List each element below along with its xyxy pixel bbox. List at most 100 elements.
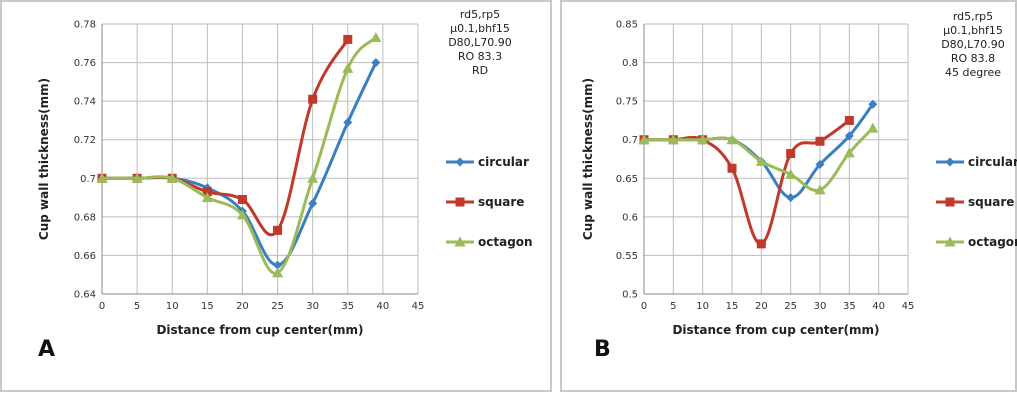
data-point-circular (786, 193, 796, 203)
series-line-circular (102, 61, 378, 267)
y-tick-label: 0.68 (74, 212, 96, 223)
data-point-circular (273, 260, 283, 270)
legend-label: octagon (968, 235, 1017, 249)
data-point-octagon (166, 172, 178, 183)
y-axis-label: Cup wall thickness(mm) (581, 78, 595, 240)
legend-label: circular (478, 155, 529, 169)
data-point-circular (868, 99, 878, 109)
y-tick-label: 0.65 (616, 174, 638, 185)
data-point-circular (815, 159, 825, 169)
data-point-square (202, 187, 212, 197)
annotation-line: µ0.1,bhf15 (450, 22, 510, 35)
data-point-octagon (131, 172, 143, 183)
series-line-octagon (102, 36, 377, 275)
x-tick-label: 25 (784, 301, 797, 312)
data-point-square (815, 136, 825, 146)
data-point-octagon (667, 134, 679, 145)
y-tick-label: 0.74 (74, 97, 96, 108)
y-axis-label: Cup wall thickness(mm) (37, 78, 51, 240)
data-point-square (343, 34, 353, 44)
x-tick-label: 0 (641, 301, 647, 312)
y-tick-label: 0.75 (616, 97, 638, 108)
x-tick-label: 40 (377, 301, 390, 312)
data-point-octagon (370, 32, 382, 42)
annotation-line: rd5,rp5 (460, 8, 500, 21)
data-point-square (308, 94, 318, 104)
x-tick-label: 5 (670, 301, 676, 312)
y-tick-label: 0.55 (616, 251, 638, 262)
legend-marker-square (945, 197, 955, 207)
data-point-octagon (638, 134, 650, 145)
chart-panel-b: 0.5 0.55 0.6 0.65 0.7 0.75 0.8 0.85 0 5 10 15 20 25 30… (560, 0, 1017, 392)
x-tick-label: 0 (99, 301, 105, 312)
y-tick-label: 0.76 (74, 58, 96, 69)
y-tick-label: 0.85 (616, 20, 638, 31)
legend-label: square (968, 195, 1014, 209)
legend-marker-square (455, 197, 465, 207)
chart-panel-a: 0.64 0.66 0.68 0.7 0.72 0.74 0.76 0.78 0 5 10 15 20 2… (0, 0, 552, 392)
x-tick-label: 20 (755, 301, 768, 312)
y-tick-label: 0.6 (622, 212, 638, 223)
x-tick-label: 15 (726, 301, 739, 312)
data-point-circular (371, 58, 381, 68)
legend-label: octagon (478, 235, 533, 249)
legend-marker-circular (455, 157, 465, 167)
annotation-line: µ0.1,bhf15 (943, 24, 1003, 37)
data-point-octagon (236, 209, 248, 220)
panel-label: B (594, 337, 611, 362)
series-line-circular (643, 103, 875, 200)
x-tick-label: 45 (902, 301, 915, 312)
x-tick-label: 10 (166, 301, 179, 312)
x-tick-label: 35 (843, 301, 856, 312)
data-point-octagon (96, 172, 108, 183)
data-point-square (786, 149, 796, 159)
y-tick-label: 0.72 (74, 135, 96, 146)
series-line-octagon (643, 127, 874, 192)
x-tick-label: 5 (134, 301, 140, 312)
x-tick-label: 45 (412, 301, 425, 312)
data-point-octagon (814, 184, 826, 195)
annotation-line: rd5,rp5 (953, 10, 993, 23)
chart-b-svg: 0.5 0.55 0.6 0.65 0.7 0.75 0.8 0.85 0 5 10 15 20 25 30… (581, 10, 1017, 362)
annotation-line: 45 degree (945, 66, 1001, 79)
data-point-octagon (307, 172, 319, 183)
data-point-square (756, 239, 766, 249)
data-point-octagon (755, 155, 767, 166)
x-tick-label: 10 (696, 301, 709, 312)
y-tick-label: 0.8 (622, 58, 638, 69)
data-point-square (727, 163, 737, 173)
legend-marker-circular (945, 157, 955, 167)
annotation-line: D80,L70.90 (448, 36, 512, 49)
data-point-circular (308, 198, 318, 208)
legend-label: square (478, 195, 524, 209)
data-point-square (273, 225, 283, 235)
data-point-octagon (726, 134, 738, 145)
data-point-octagon (272, 267, 284, 278)
data-point-octagon (201, 192, 213, 203)
data-point-square (237, 195, 247, 204)
x-tick-label: 15 (201, 301, 214, 312)
annotation-line: RO 83.3 (458, 50, 502, 63)
x-axis-label: Distance from cup center(mm) (156, 323, 363, 337)
x-tick-label: 20 (236, 301, 249, 312)
annotation-line: RD (472, 64, 488, 77)
x-tick-label: 35 (341, 301, 354, 312)
annotation-line: D80,L70.90 (941, 38, 1005, 51)
data-point-octagon (867, 122, 879, 133)
data-point-octagon (785, 168, 797, 179)
data-point-circular (844, 131, 854, 141)
x-tick-label: 40 (872, 301, 885, 312)
data-point-octagon (342, 62, 354, 73)
y-tick-label: 0.78 (74, 20, 96, 31)
y-tick-label: 0.7 (622, 135, 638, 146)
annotation-line: RO 83.8 (951, 52, 995, 65)
y-tick-label: 0.66 (74, 251, 96, 262)
x-tick-label: 30 (814, 301, 827, 312)
chart-a-svg: 0.64 0.66 0.68 0.7 0.72 0.74 0.76 0.78 0 5 10 15 20 2… (37, 8, 533, 362)
panel-label: A (38, 337, 55, 362)
x-tick-label: 30 (306, 301, 319, 312)
data-point-octagon (697, 134, 709, 145)
data-point-circular (343, 117, 353, 127)
y-tick-label: 0.7 (80, 174, 96, 185)
data-point-octagon (843, 147, 855, 158)
